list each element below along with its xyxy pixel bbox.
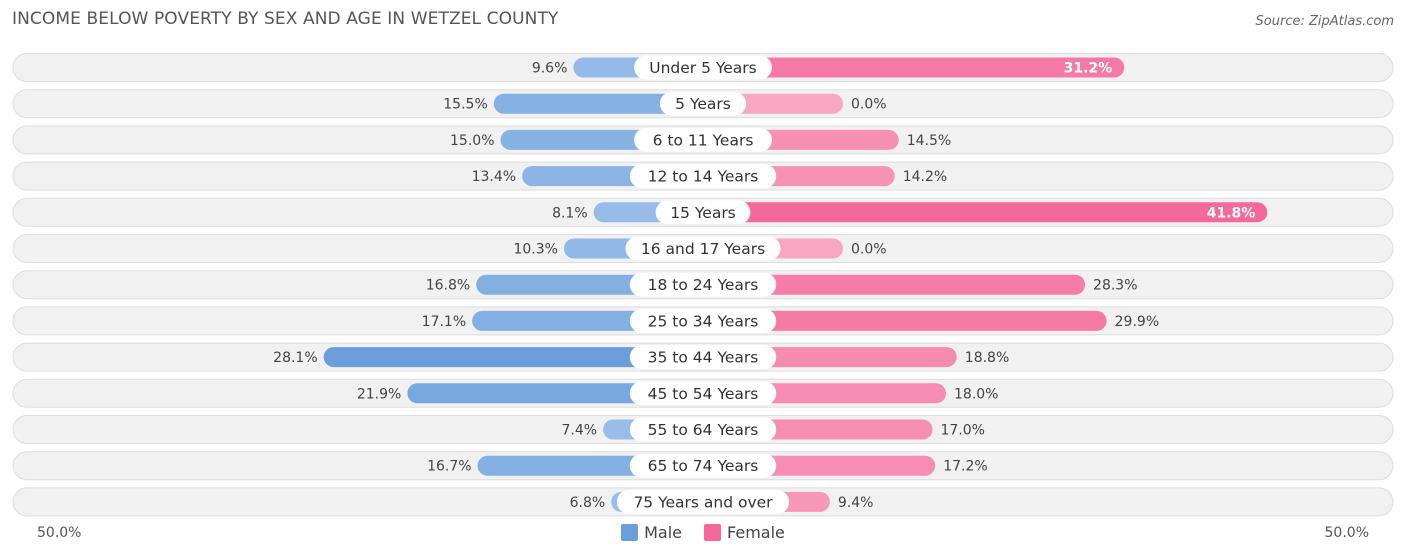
male-bar [407,383,703,404]
category-label: Under 5 Years [649,59,757,77]
category-label: 16 and 17 Years [641,240,765,258]
female-value-label: 0.0% [851,242,887,258]
female-value-label: 0.0% [851,97,887,113]
category-pill [629,308,777,333]
category-pill [629,453,777,478]
female-value-label: 41.8% [1207,205,1256,221]
category-pill [629,164,777,189]
category-pill [659,91,747,116]
category-pill [634,55,772,80]
chart-row: 21.9% 18.0% 45 to 54 Years [12,378,1394,408]
chart-row: 9.6% 31.2% Under 5 Years [12,53,1394,82]
chart-row: 16.8% 28.3% 18 to 24 Years [12,270,1394,300]
chart-row: 7.4% 17.0% 55 to 64 Years [12,415,1394,444]
male-value-label: 17.1% [422,314,466,330]
chart-title: INCOME BELOW POVERTY BY SEX AND AGE IN W… [12,9,559,29]
category-label: 15 Years [670,204,736,222]
chart-row: 16.7% 17.2% 65 to 74 Years [12,451,1394,481]
male-bar [493,93,703,114]
category-pill [629,345,777,370]
male-value-label: 15.0% [450,133,494,149]
chart-row: 15.0% 14.5% 6 to 11 Years [12,125,1394,155]
source-label: Source: ZipAtlas.com [1255,14,1394,29]
category-pill [629,272,777,297]
axis-max-label: 50.0% [1324,525,1369,541]
axis-min-label: 50.0% [37,525,82,541]
male-value-label: 16.7% [427,459,471,475]
chart-row: 13.4% 14.2% 12 to 14 Years [12,161,1394,191]
female-value-label: 31.2% [1064,61,1113,77]
female-value-label: 17.2% [943,459,987,475]
female-value-label: 18.0% [954,386,998,402]
category-label: 45 to 54 Years [648,385,759,403]
male-value-label: 10.3% [513,242,557,258]
male-value-label: 16.8% [426,278,470,294]
category-label: 5 Years [675,95,731,113]
category-pill [625,236,781,261]
category-pill [634,127,772,152]
chart-row: 28.1% 18.8% 35 to 44 Years [12,342,1394,372]
category-pill [629,381,777,406]
chart-row: 15.5% 0.0% 5 Years [12,89,1394,119]
female-value-label: 28.3% [1093,278,1137,294]
male-bar [323,347,703,368]
legend-swatch-female [704,524,722,541]
legend-swatch-male [621,524,639,541]
chart-row: 10.3% 0.0% 16 and 17 Years [12,234,1394,263]
category-label: 25 to 34 Years [648,312,759,330]
female-bar [703,202,1268,223]
chart-row: 17.1% 29.9% 25 to 34 Years [12,306,1394,336]
male-value-label: 28.1% [273,350,317,366]
female-value-label: 18.8% [965,350,1009,366]
female-bar [703,310,1107,331]
male-value-label: 7.4% [562,423,598,439]
legend-item-female: Female [704,523,785,542]
category-pill [629,417,777,442]
legend: Male Female [0,523,1406,542]
female-value-label: 17.0% [941,423,985,439]
category-label: 18 to 24 Years [648,276,759,294]
male-value-label: 21.9% [357,386,401,402]
male-value-label: 8.1% [552,205,588,221]
category-label: 12 to 14 Years [648,168,759,186]
legend-label-female: Female [727,523,785,542]
female-bar [703,274,1086,295]
category-pill [616,489,790,514]
category-label: 55 to 64 Years [648,421,759,439]
legend-label-male: Male [644,523,683,542]
female-bar [703,57,1125,78]
category-label: 6 to 11 Years [653,131,754,149]
category-label: 65 to 74 Years [648,457,759,475]
category-pill [655,200,751,225]
male-value-label: 9.6% [532,61,568,77]
female-value-label: 9.4% [838,495,874,511]
male-value-label: 6.8% [570,495,606,511]
legend-item-male: Male [621,523,682,542]
chart-row: 6.8% 9.4% 75 Years and over [12,487,1394,517]
chart-row: 8.1% 41.8% 15 Years [12,197,1394,227]
male-value-label: 13.4% [472,169,516,185]
female-value-label: 29.9% [1115,314,1159,330]
category-label: 35 to 44 Years [648,349,759,367]
category-label: 75 Years and over [633,493,773,511]
female-value-label: 14.5% [907,133,951,149]
male-value-label: 15.5% [443,97,487,113]
female-value-label: 14.2% [903,169,947,185]
